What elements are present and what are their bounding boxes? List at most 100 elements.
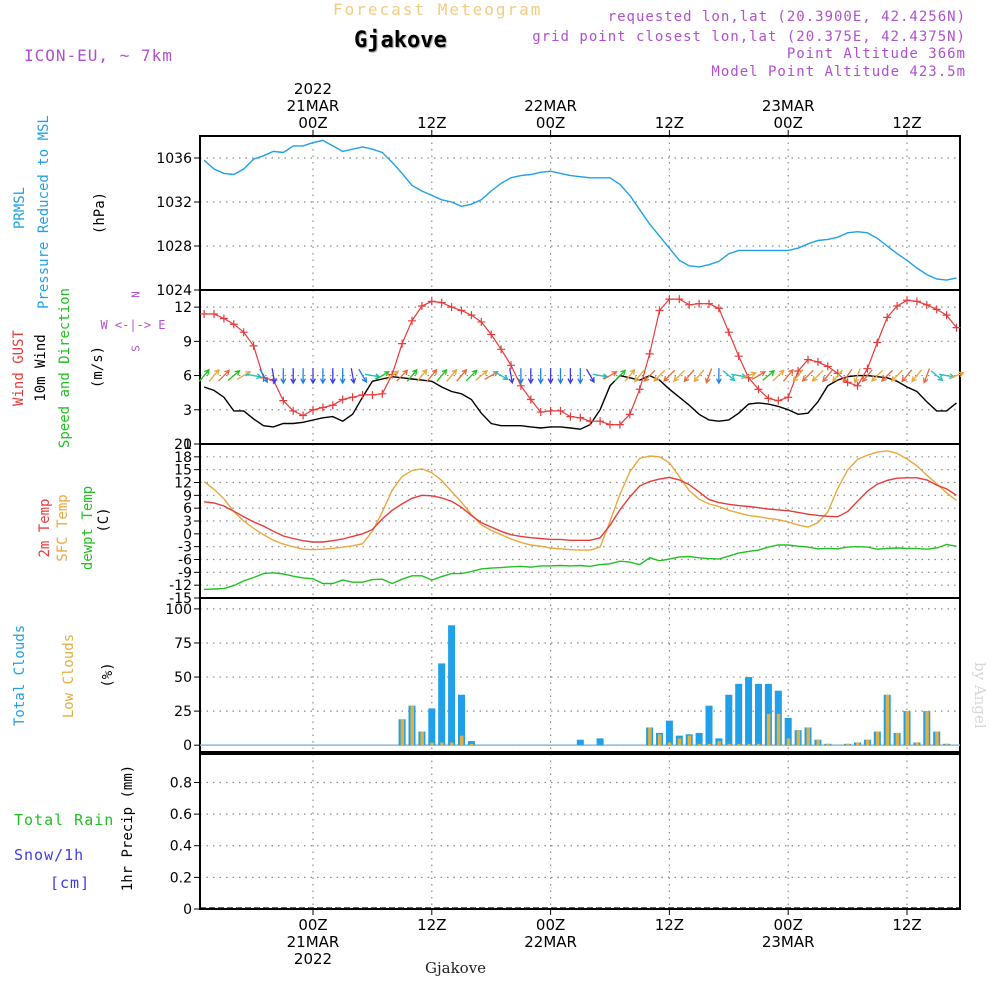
y-tick-label: 6	[183, 501, 192, 517]
wind-gust-point	[665, 295, 674, 304]
low-clouds-bar	[816, 739, 820, 746]
wind-gust-point	[754, 385, 763, 394]
y-tick-label: 15	[174, 463, 192, 479]
wind-gust-point	[734, 352, 743, 361]
total-clouds-bar	[596, 738, 604, 746]
wind-gust-point	[507, 361, 515, 370]
low-clouds-bar	[925, 711, 929, 746]
low-clouds-bar	[697, 743, 702, 746]
y-tick-label: 1036	[156, 151, 192, 167]
wind-gust-point	[497, 345, 506, 354]
wind-gust-point	[309, 405, 317, 414]
wind-direction-arrow	[663, 369, 676, 382]
time-label-top: 00Z	[536, 114, 565, 132]
y-tick-label: 0	[183, 527, 192, 543]
low-clouds-bar	[935, 731, 939, 746]
wind-gust-point	[823, 362, 832, 371]
t2m-line	[204, 476, 957, 543]
wind-gust-point	[873, 338, 882, 347]
time-label-bottom: 00Z	[536, 916, 565, 934]
footer-location: Gjakove	[425, 959, 487, 977]
wind-gust-point	[942, 311, 951, 320]
total-clouds-bar	[735, 683, 743, 746]
y-tick-label: -6	[178, 553, 192, 569]
low-clouds-bar	[410, 705, 414, 746]
low-clouds-bar	[400, 719, 405, 746]
wind-direction-arrow	[416, 368, 428, 382]
wind-direction-arrow	[198, 368, 210, 382]
total-clouds-bar	[448, 625, 456, 746]
wind-direction-arrow	[517, 368, 524, 385]
wind-direction-arrow	[741, 371, 757, 379]
wind-gust-point	[239, 328, 248, 337]
y-tick-label: 0.2	[170, 870, 192, 886]
wind-gust-point	[249, 341, 258, 350]
panel-frame	[199, 443, 961, 599]
y-tick-label: 75	[174, 636, 192, 652]
y-tick-label: -9	[178, 565, 192, 581]
low-clouds-bar	[648, 727, 652, 746]
time-label-bottom: 12Z	[892, 916, 921, 934]
low-clouds-bar	[420, 731, 424, 746]
wind-direction-arrow	[901, 369, 913, 383]
wind-gust-point	[932, 305, 941, 314]
wind-gust-point	[487, 330, 496, 339]
wind-gust-point	[586, 417, 595, 426]
wind-direction-arrow	[385, 370, 400, 381]
wind-direction-arrow	[557, 368, 564, 385]
time-label-top: 00Z	[774, 114, 803, 132]
time-label-top: 12Z	[892, 114, 921, 132]
requested-coords: requested lon,lat (20.3900E, 42.4256N)	[607, 9, 966, 25]
clouds-panel: 0 25 50 75 100	[165, 597, 961, 754]
low-clouds-bar	[945, 743, 949, 746]
wind-direction-arrow	[547, 368, 554, 385]
total-clouds-bar	[576, 739, 584, 746]
wind-direction-arrow	[465, 369, 478, 382]
wind-gust-point	[922, 300, 931, 309]
panel-frame	[199, 597, 961, 753]
low-clouds-bar	[885, 694, 890, 746]
wind-direction-arrow	[930, 370, 944, 382]
wind-gust-point	[229, 320, 238, 329]
y-tick-label: 12	[174, 476, 192, 492]
time-label-top: 22MAR	[524, 97, 577, 115]
wind-gust-point	[883, 313, 892, 322]
wind-direction-arrow	[832, 369, 843, 383]
wind-direction-arrow	[722, 370, 736, 382]
low-clouds-bar	[707, 743, 711, 746]
total-clouds-bar	[745, 677, 753, 746]
time-label-top: 12Z	[417, 114, 446, 132]
low-clouds-bar	[786, 738, 791, 746]
meteogram-title: Forecast Meteogram	[333, 0, 543, 19]
y-tick-label: -12	[169, 578, 192, 594]
low-clouds-bar	[905, 711, 909, 746]
wind-direction-arrow	[653, 369, 666, 382]
total-rain-label: Total Rain	[14, 811, 115, 829]
low-clouds-bar	[667, 742, 672, 746]
pressure-panel: 1024 1028 1032 1036	[156, 135, 961, 299]
y-tick-label: 18	[174, 450, 192, 466]
wind-gust-point	[477, 317, 486, 326]
wind-direction-arrow	[751, 371, 767, 380]
wind-direction-arrow	[350, 368, 357, 385]
wind-gust-point	[536, 408, 545, 417]
total-clouds-bar	[695, 732, 703, 746]
wind-gust-point	[437, 298, 446, 307]
wind-direction-arrow	[456, 368, 468, 382]
y-tick-label: 0.6	[170, 807, 192, 823]
wind-direction-arrow	[614, 369, 627, 382]
y-tick-label: 0.8	[170, 775, 192, 791]
wind-direction-arrow	[319, 368, 326, 385]
wind-gust-point	[348, 393, 357, 402]
low-clouds-bar	[757, 743, 761, 746]
wind-direction-arrow	[527, 368, 534, 385]
wind-gust-point	[685, 300, 694, 309]
wind-direction-arrow	[683, 369, 695, 383]
wind-direction-arrow	[537, 368, 544, 385]
time-label-bottom: 12Z	[417, 916, 446, 934]
wind-direction-arrow	[890, 369, 903, 382]
wind-direction-arrow	[227, 369, 241, 381]
y-tick-label: 0	[183, 738, 192, 754]
wind-gust-point	[210, 309, 218, 318]
